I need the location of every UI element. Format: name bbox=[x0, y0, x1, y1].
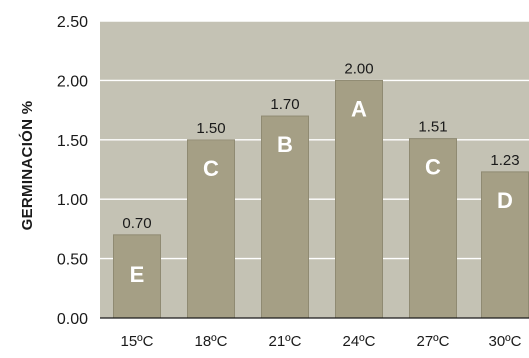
x-tick-label: 24ºC bbox=[343, 333, 376, 350]
bar bbox=[409, 138, 457, 319]
x-tick-label: 30ºC bbox=[489, 333, 522, 350]
y-tick-label: 1.50 bbox=[57, 133, 88, 150]
group-letter-label: E bbox=[130, 262, 145, 287]
bars: 0.70 E 1.50 C 1.70 B 2.00 A 1.51 C 1.23 D bbox=[113, 60, 529, 319]
bar bbox=[335, 79, 383, 319]
bar-value-label: 1.51 bbox=[418, 119, 447, 136]
gridlines bbox=[100, 20, 529, 260]
y-tick-label: 2.00 bbox=[57, 73, 88, 90]
group-letter-label: D bbox=[497, 188, 513, 213]
y-tick-label: 0.50 bbox=[57, 252, 88, 269]
y-tick-label: 1.00 bbox=[57, 192, 88, 209]
y-axis-title: GERMINACIÓN % bbox=[18, 101, 36, 231]
x-tick-label: 21ºC bbox=[269, 333, 302, 350]
bar-value-label: 1.23 bbox=[490, 152, 519, 169]
y-tick-label: 0.00 bbox=[57, 311, 88, 328]
y-tick-labels: 0.00 0.50 1.00 1.50 2.00 2.50 bbox=[57, 14, 88, 328]
bar bbox=[113, 234, 161, 319]
plot-background bbox=[100, 21, 529, 318]
x-tick-labels: 15ºC 18ºC 21ºC 24ºC 27ºC 30ºC bbox=[121, 333, 522, 350]
group-letter-label: C bbox=[425, 155, 441, 180]
y-tick-label: 2.50 bbox=[57, 14, 88, 31]
bar bbox=[187, 139, 235, 319]
group-letter-label: B bbox=[277, 132, 293, 157]
x-tick-label: 27ºC bbox=[417, 333, 450, 350]
x-tick-label: 15ºC bbox=[121, 333, 154, 350]
group-letter-label: C bbox=[203, 156, 219, 181]
bar-value-label: 1.70 bbox=[270, 96, 299, 113]
group-letter-label: A bbox=[351, 96, 367, 121]
bar-value-label: 1.50 bbox=[196, 120, 225, 137]
bar-value-label: 0.70 bbox=[122, 215, 151, 232]
bar-value-label: 2.00 bbox=[344, 60, 373, 77]
x-tick-label: 18ºC bbox=[195, 333, 228, 350]
